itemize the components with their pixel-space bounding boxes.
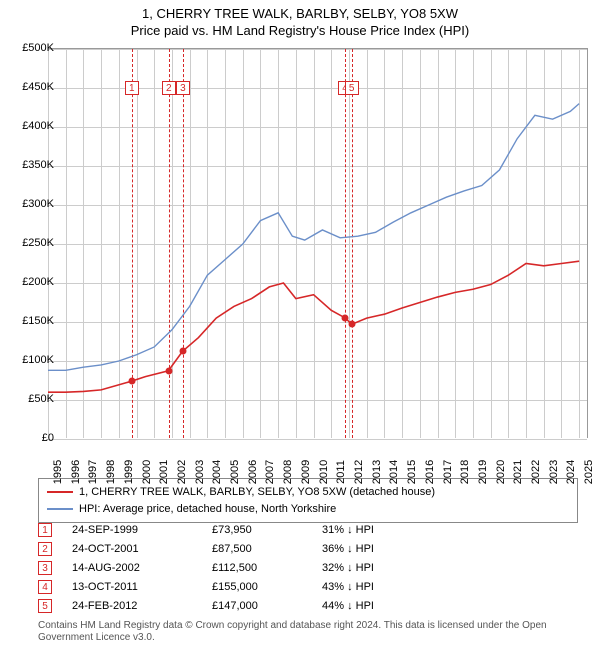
gridline-h [48,439,587,440]
x-axis-label: 2016 [424,460,436,484]
event-date: 24-SEP-1999 [72,524,212,536]
legend-item: HPI: Average price, detached house, Nort… [47,501,569,518]
event-diff: 31% ↓ HPI [322,524,432,536]
event-row: 4 13-OCT-2011£155,00043% ↓ HPI [38,577,432,596]
event-diff: 44% ↓ HPI [322,600,432,612]
events-table: 1 24-SEP-1999£73,95031% ↓ HPI 2 24-OCT-2001… [38,520,432,615]
sale-marker [179,348,186,355]
x-axis-label: 2015 [406,460,418,484]
y-axis-label: £200K [10,276,54,288]
event-number: 4 [38,580,52,594]
event-number: 1 [38,523,52,537]
event-date: 24-FEB-2012 [72,600,212,612]
event-row: 5 24-FEB-2012£147,00044% ↓ HPI [38,596,432,615]
legend-item: 1, CHERRY TREE WALK, BARLBY, SELBY, YO8 … [47,484,569,501]
legend-swatch [47,508,73,510]
event-diff: 36% ↓ HPI [322,543,432,555]
x-axis-label: 2008 [282,460,294,484]
x-axis-label: 2012 [353,460,365,484]
x-axis-label: 2005 [229,460,241,484]
x-axis-label: 2014 [388,460,400,484]
x-axis-label: 2018 [459,460,471,484]
x-axis-label: 2009 [300,460,312,484]
x-axis-label: 2019 [477,460,489,484]
event-number: 3 [38,561,52,575]
x-axis-label: 2020 [495,460,507,484]
y-axis-label: £350K [10,159,54,171]
x-axis-label: 1998 [105,460,117,484]
x-axis-label: 2006 [247,460,259,484]
x-axis-label: 2010 [318,460,330,484]
x-axis-label: 2011 [335,460,347,484]
event-price: £87,500 [212,543,322,555]
legend-swatch [47,491,73,493]
x-axis-label: 1996 [70,460,82,484]
x-axis-label: 1997 [87,460,99,484]
legend-label: HPI: Average price, detached house, Nort… [79,501,336,518]
y-axis-label: £250K [10,237,54,249]
chart-subtitle: Price paid vs. HM Land Registry's House … [0,23,600,40]
event-date: 13-OCT-2011 [72,581,212,593]
legend-label: 1, CHERRY TREE WALK, BARLBY, SELBY, YO8 … [79,484,435,501]
attribution-footer: Contains HM Land Registry data © Crown c… [38,620,600,644]
event-row: 3 14-AUG-2002£112,50032% ↓ HPI [38,558,432,577]
sale-marker [342,315,349,322]
series-line-property [48,261,579,392]
y-axis-label: £450K [10,81,54,93]
x-axis-label: 2000 [141,460,153,484]
x-axis-label: 2004 [211,460,223,484]
event-price: £73,950 [212,524,322,536]
event-number: 5 [38,599,52,613]
event-date: 24-OCT-2001 [72,543,212,555]
y-axis-label: £300K [10,198,54,210]
y-axis-label: £400K [10,120,54,132]
x-axis-label: 2024 [565,460,577,484]
event-row: 2 24-OCT-2001£87,50036% ↓ HPI [38,539,432,558]
x-axis-label: 2001 [158,460,170,484]
y-axis-label: £50K [10,393,54,405]
x-axis-label: 1999 [123,460,135,484]
event-row: 1 24-SEP-1999£73,95031% ↓ HPI [38,520,432,539]
x-axis-label: 2007 [264,460,276,484]
event-price: £147,000 [212,600,322,612]
sale-marker [128,378,135,385]
event-date: 14-AUG-2002 [72,562,212,574]
event-diff: 43% ↓ HPI [322,581,432,593]
event-price: £155,000 [212,581,322,593]
x-axis-label: 2025 [583,460,595,484]
plot-area: 12345 [48,48,588,438]
sale-marker [348,321,355,328]
x-axis-label: 2021 [512,460,524,484]
y-axis-label: £0 [10,432,54,444]
x-axis-label: 2003 [194,460,206,484]
event-price: £112,500 [212,562,322,574]
event-diff: 32% ↓ HPI [322,562,432,574]
chart-title: 1, CHERRY TREE WALK, BARLBY, SELBY, YO8 … [0,0,600,23]
y-axis-label: £100K [10,354,54,366]
x-axis-label: 2002 [176,460,188,484]
event-number: 2 [38,542,52,556]
sale-marker [165,367,172,374]
y-axis-label: £500K [10,42,54,54]
x-axis-label: 1995 [52,460,64,484]
y-axis-label: £150K [10,315,54,327]
x-axis-label: 2023 [548,460,560,484]
series-line-hpi [48,104,579,371]
x-axis-label: 2017 [442,460,454,484]
legend: 1, CHERRY TREE WALK, BARLBY, SELBY, YO8 … [38,478,578,523]
x-axis-label: 2022 [530,460,542,484]
chart-container: 1, CHERRY TREE WALK, BARLBY, SELBY, YO8 … [0,0,600,650]
x-axis-label: 2013 [371,460,383,484]
